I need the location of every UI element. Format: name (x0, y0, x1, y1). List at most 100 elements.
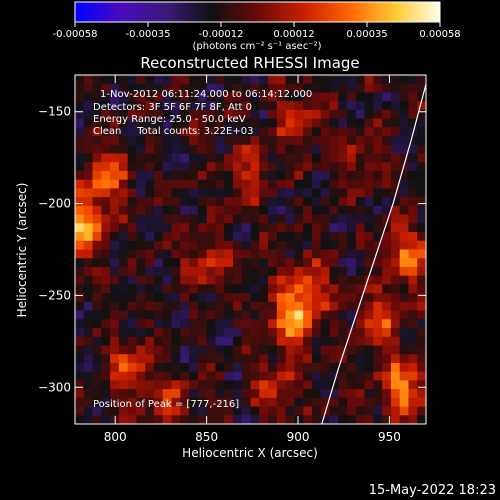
heatmap-cell (259, 197, 269, 207)
heatmap-cell (268, 214, 278, 224)
heatmap-cell (408, 258, 418, 268)
heatmap-cell (311, 197, 322, 207)
heatmap-cell (294, 188, 304, 198)
heatmap-cell (162, 240, 173, 251)
heatmap-cell (408, 266, 418, 277)
heatmap-cell (311, 136, 322, 146)
heatmap-cell (153, 266, 164, 277)
heatmap-cell (241, 127, 252, 137)
heatmap-cell (110, 362, 120, 373)
heatmap-cell (364, 380, 374, 390)
heatmap-cell (355, 162, 366, 172)
heatmap-cell (373, 266, 383, 277)
heatmap-cell (338, 153, 348, 163)
heatmap-cell (373, 214, 383, 224)
heatmap-cell (408, 293, 418, 303)
heatmap-cell (232, 336, 243, 347)
heatmap-cell (197, 397, 208, 408)
heatmap-cell (136, 162, 146, 172)
heatmap-cell (224, 75, 234, 85)
heatmap-cell (329, 293, 339, 303)
heatmap-cell (259, 118, 269, 128)
heatmap-cell (285, 153, 295, 163)
heatmap-cell (189, 293, 199, 303)
heatmap-cell (136, 188, 146, 198)
heatmap-cell (276, 354, 287, 364)
heatmap-cell (408, 249, 418, 259)
heatmap-cell (268, 240, 278, 251)
heatmap-cell (145, 266, 155, 277)
heatmap-cell (180, 197, 190, 207)
heatmap-cell (241, 258, 252, 268)
heatmap-cell (250, 179, 260, 190)
heatmap-cell (232, 319, 243, 329)
heatmap-cell (189, 170, 199, 181)
heatmap-cell (303, 223, 313, 233)
heatmap-cell (259, 179, 269, 190)
heatmap-cell (417, 197, 426, 207)
heatmap-cell (145, 310, 155, 320)
heatmap-cell (259, 127, 269, 137)
heatmap-cell (364, 389, 374, 399)
heatmap-cell (153, 232, 164, 242)
heatmap-cell (417, 179, 426, 190)
heatmap-cell (110, 179, 120, 190)
heatmap-cell (110, 319, 120, 329)
heatmap-cell (250, 170, 260, 181)
heatmap-cell (355, 75, 366, 85)
heatmap-cell (241, 144, 252, 155)
heatmap-cell (250, 223, 260, 233)
colorbar-tick-label: 0.00035 (346, 29, 387, 40)
heatmap-cell (189, 266, 199, 277)
heatmap-cell (268, 362, 278, 373)
heatmap-cell (232, 266, 243, 277)
solar-limb-curve (321, 84, 426, 424)
heatmap-cell (197, 92, 208, 102)
heatmap-cell (224, 136, 234, 146)
heatmap-cell (180, 380, 190, 390)
heatmap-cell (101, 153, 111, 163)
heatmap-cell (390, 170, 401, 181)
heatmap-cell (197, 75, 208, 85)
heatmap-cell (101, 319, 111, 329)
heatmap-cell (276, 75, 287, 85)
heatmap-cell (338, 214, 348, 224)
heatmap-cell (180, 127, 190, 137)
heatmap-cell (215, 240, 225, 251)
heatmap-cell (347, 284, 357, 294)
heatmap-cell (347, 92, 357, 102)
heatmap-cell (364, 144, 374, 155)
heatmap-cell (390, 406, 401, 416)
heatmap-cell (320, 127, 331, 137)
heatmap-cell (162, 249, 173, 259)
heatmap-cell (303, 118, 313, 128)
heatmap-cell (417, 258, 426, 268)
heatmap-cell (180, 232, 190, 242)
heatmap-cell (311, 205, 322, 216)
heatmap-cell (162, 83, 173, 94)
heatmap-cell (241, 345, 252, 355)
heatmap-cell (92, 336, 102, 347)
heatmap-cell (364, 214, 374, 224)
heatmap-cell (399, 197, 410, 207)
heatmap-cell (92, 127, 102, 137)
heatmap-cell (197, 389, 208, 399)
heatmap-cell (224, 153, 234, 163)
heatmap-cell (92, 415, 102, 424)
heatmap-cell (110, 258, 120, 268)
heatmap-cell (215, 127, 225, 137)
heatmap-cell (101, 328, 111, 338)
heatmap-cell (118, 205, 129, 216)
heatmap-cell (118, 397, 129, 408)
heatmap-cell (206, 249, 217, 259)
heatmap-cell (250, 162, 260, 172)
heatmap-cell (303, 380, 313, 390)
heatmap-cell (136, 144, 146, 155)
heatmap-cell (171, 144, 181, 155)
heatmap-cell (338, 240, 348, 251)
heatmap-cell (118, 92, 129, 102)
heatmap-cell (145, 284, 155, 294)
heatmap-cell (145, 136, 155, 146)
heatmap-cell (364, 232, 374, 242)
heatmap-cell (390, 397, 401, 408)
